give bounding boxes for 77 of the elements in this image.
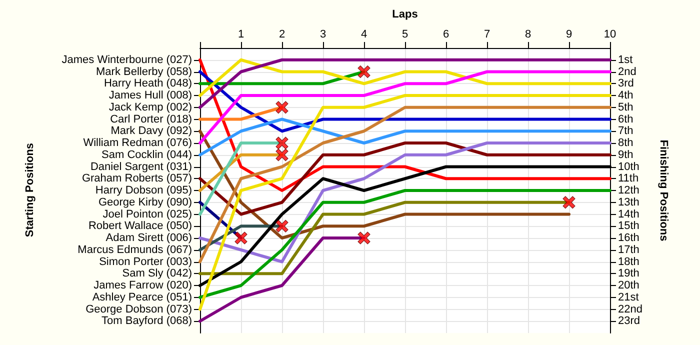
- y2-tick-label: 2nd: [618, 66, 636, 78]
- category-label: Ashley Pearce (051): [92, 291, 192, 304]
- category-label: George Kirby (090): [98, 196, 192, 208]
- x-axis-title: Laps: [392, 8, 418, 20]
- y2-tick-label: 8th: [618, 137, 634, 149]
- y2-tick-label: 6th: [618, 113, 634, 126]
- y2-tick-label: 7th: [618, 125, 634, 138]
- y2-tick-label: 16th: [618, 232, 640, 244]
- category-label: George Dobson (073): [86, 303, 192, 316]
- line-series: [198, 58, 612, 97]
- x-tick-label: 9: [566, 28, 572, 40]
- point: [562, 196, 576, 209]
- x-tick-label: 7: [484, 28, 490, 40]
- x-tick-label: 8: [524, 28, 532, 40]
- line-series: [198, 94, 612, 311]
- y2-tick-label: 15th: [618, 220, 640, 232]
- y2-axis-title: Finishing Positions: [658, 140, 670, 242]
- category-label: Mark Bellerby (058): [96, 66, 192, 78]
- y2-tick-label: 9th: [618, 148, 634, 161]
- y2-tick-label: 18th: [618, 256, 640, 268]
- y2-tick-label: 13th: [618, 196, 640, 208]
- line-series: [198, 130, 570, 240]
- y2-tick-label: 21st: [618, 291, 639, 304]
- point: [358, 65, 370, 78]
- y2-tick-label: 23rd: [618, 315, 640, 328]
- category-label: Simon Porter (003): [99, 256, 192, 268]
- category-label: Sam Cocklin (044): [102, 148, 192, 161]
- text: Starting Positions: [24, 142, 36, 238]
- point: [276, 136, 288, 150]
- category-label: Mark Davy (092): [110, 125, 192, 138]
- category-label: James Winterbourne (027): [62, 54, 192, 66]
- line-series: [198, 70, 612, 133]
- y2-tick-label: 1st: [618, 54, 633, 66]
- y2-tick-label: 22nd: [618, 303, 642, 316]
- y2-tick-label: 17th: [618, 244, 640, 256]
- category-label: Robert Wallace (050): [88, 220, 192, 232]
- y2-tick-label: 10th: [618, 160, 640, 173]
- category-label: Adam Sirett (006): [106, 232, 192, 244]
- point: [276, 220, 288, 232]
- line-series: [198, 142, 612, 264]
- y2-tick-label: 19th: [618, 268, 640, 280]
- category-label: Harry Dobson (095): [95, 184, 192, 196]
- line-series: [198, 106, 612, 264]
- y2-tick-label: 11th: [618, 172, 639, 185]
- x-tick-label: 3: [320, 28, 326, 40]
- category-label: James Hull (008): [108, 90, 192, 102]
- category-label: Marcus Edmunds (067): [78, 244, 192, 256]
- category-label: Sam Sly (042): [122, 268, 192, 280]
- y2-tick-label: 3rd: [618, 78, 634, 90]
- point: [234, 232, 248, 244]
- line-series: [198, 142, 612, 216]
- category-label: Jack Kemp (002): [108, 101, 192, 114]
- x-tick-label: 5: [402, 28, 408, 40]
- point: [358, 232, 370, 244]
- y2-tick-label: 12th: [618, 184, 640, 196]
- y2-tick-label: 14th: [618, 208, 640, 220]
- line-series: [198, 189, 612, 299]
- category-label: Tom Bayford (068): [102, 315, 192, 328]
- line-series: [198, 70, 612, 144]
- line-series: [198, 118, 612, 156]
- category-label: Carl Porter (018): [110, 113, 192, 126]
- x-tick-label: 1: [238, 28, 244, 40]
- y2-tick-label: 5th: [618, 101, 634, 114]
- y2-tick-label: 4th: [618, 90, 634, 102]
- point: [276, 148, 288, 162]
- x-tick-label: 4: [360, 28, 368, 40]
- category-label: Graham Roberts (057): [82, 172, 192, 185]
- point: [276, 101, 288, 114]
- category-label: Daniel Sargent (031): [90, 160, 192, 173]
- category-label: James Farrow (020): [94, 280, 192, 292]
- category-label: Harry Heath (048): [104, 78, 192, 90]
- y2-tick-label: 20th: [618, 280, 640, 292]
- category-label: William Redman (076): [83, 137, 192, 149]
- x-tick-label: 6: [442, 28, 450, 40]
- x-tick-label: 10: [604, 28, 616, 40]
- category-label: Joel Pointon (025): [102, 208, 192, 220]
- x-tick-label: 2: [278, 28, 286, 40]
